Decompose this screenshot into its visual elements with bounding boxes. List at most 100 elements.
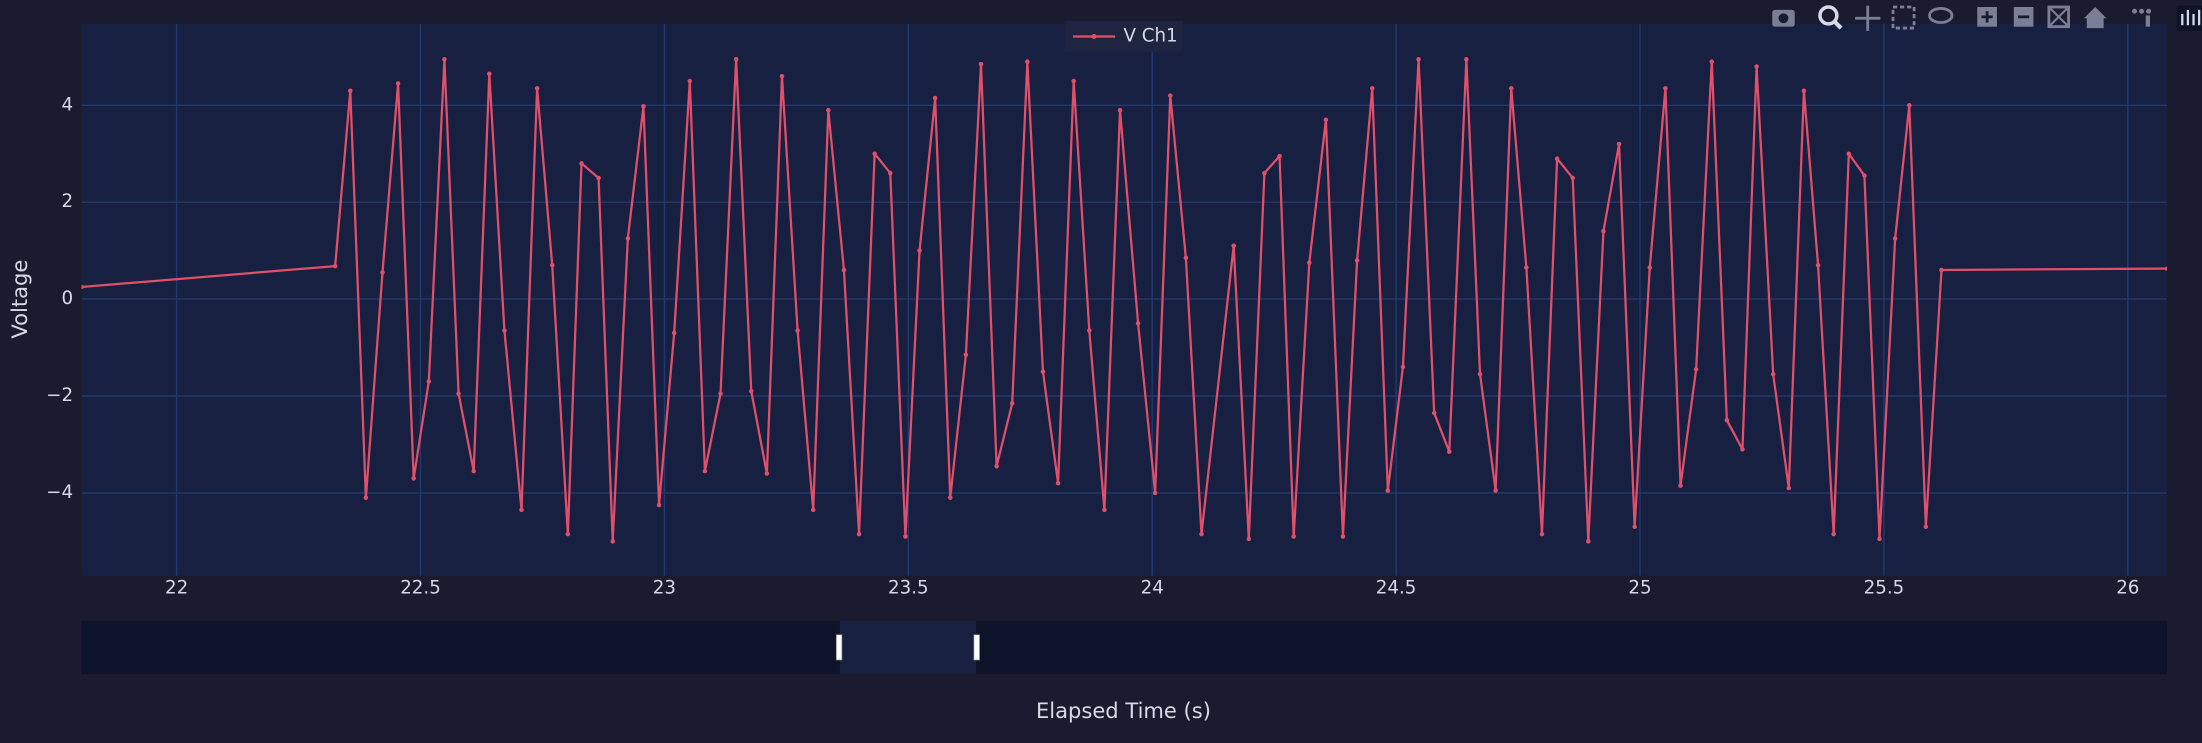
range-slider-handle[interactable] [835,634,843,661]
data-point [487,71,492,77]
x-tick-label: 22.5 [400,577,441,598]
plotly-logo[interactable] [2176,5,2202,31]
zoom-out-button[interactable] [2013,7,2034,27]
data-point [395,81,401,86]
data-point [1447,449,1452,454]
data-point [625,236,631,241]
x-tick-label: 25 [1628,577,1651,598]
data-point [1493,488,1498,493]
data-point [1554,156,1560,161]
data-point [1786,485,1792,491]
data-point [1416,56,1421,62]
data-point [903,534,908,539]
data-point [841,267,847,273]
data-point [1291,534,1296,539]
data-point [1152,490,1158,496]
data-point [872,151,877,156]
range-slider-handle[interactable] [973,634,980,661]
lasso-button[interactable] [1928,7,1954,24]
y-tick-label: 2 [61,191,73,212]
x-tick-label: 23.5 [888,577,929,598]
data-point [596,175,601,181]
data-point [1277,153,1282,159]
autoscale-button[interactable] [2047,5,2070,29]
data-point [1862,173,1867,178]
legend-marker [1091,33,1097,40]
data-point [810,507,816,513]
data-point [519,507,524,513]
data-point [718,391,723,396]
data-point [1586,539,1591,544]
data-point [978,61,984,67]
data-point [1009,401,1015,406]
data-point [1102,507,1107,513]
data-point [1323,117,1329,123]
data-point [1801,88,1807,93]
data-point [641,103,646,109]
range-slider-window[interactable] [839,620,977,675]
data-point [1524,265,1529,270]
data-point [348,88,353,93]
data-point [932,95,938,101]
data-point [779,73,785,79]
data-point [749,388,754,394]
zoom-button[interactable] [1818,5,1843,30]
x-tick-label: 26 [2116,577,2139,598]
legend[interactable]: V Ch1 [1064,21,1183,52]
data-point [702,468,708,474]
data-point [380,270,385,275]
data-point [1071,78,1076,84]
range-slider-track[interactable] [81,620,2167,675]
pan-button[interactable] [1855,5,1881,31]
data-point [1846,151,1852,156]
camera-button[interactable] [1772,9,1795,27]
legend-label: V Ch1 [1123,26,1177,47]
x-tick-label: 23 [653,577,676,598]
reset-button[interactable] [2083,7,2107,29]
zoom-in-button[interactable] [1977,7,1997,27]
range-slider[interactable] [81,620,2167,675]
data-point [1663,86,1668,91]
modebar [1772,5,2202,31]
box-select-button[interactable] [1891,5,1916,30]
x-axis-title: Elapsed Time (s) [1036,698,1211,723]
series-layer [81,56,2167,544]
data-point [2164,266,2167,271]
data-point [1939,267,1944,273]
data-point [656,502,662,508]
data-point [1307,260,1312,265]
data-point [1815,262,1821,268]
spike-button[interactable] [2132,8,2152,27]
y-tick-label: −2 [46,385,73,406]
data-point [1385,488,1391,493]
data-point [1539,531,1545,537]
data-point [411,476,416,481]
data-point [1831,531,1836,537]
data-point [1877,536,1882,542]
data-line [81,58,2167,543]
data-point [1616,141,1622,147]
data-point [826,107,831,113]
data-point [1117,107,1123,113]
data-point [1025,59,1030,64]
data-point [1340,534,1346,539]
data-point [856,531,862,537]
data-point [1431,410,1437,416]
data-point [1055,480,1061,486]
data-point [1601,229,1606,234]
data-point [565,531,571,537]
data-point [1709,59,1714,64]
data-point [733,56,739,62]
data-point [502,328,507,333]
data-point [1354,258,1360,263]
y-tick-label: −4 [46,482,73,503]
data-point [1262,170,1267,176]
data-point [610,539,615,544]
data-point [948,495,953,500]
data-point [1647,265,1653,270]
data-point [1400,364,1406,370]
data-point [1770,371,1776,377]
data-point [1678,483,1683,488]
